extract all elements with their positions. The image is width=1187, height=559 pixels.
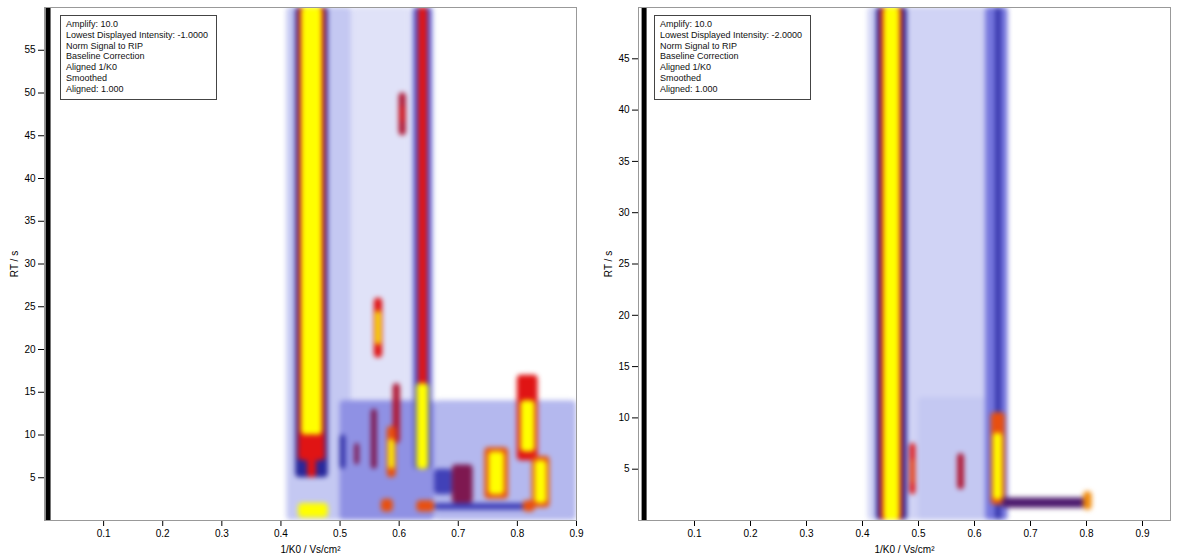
svg-text:0.1: 0.1 <box>97 528 111 539</box>
html-text:Amplify: 10.0 Lowest Displayed: Amplify: 10.0 Lowest Displayed Intensity… <box>66 19 209 94</box>
svg-text:0.1: 0.1 <box>688 528 702 539</box>
svg-text:1/K0 / Vs/cm²: 1/K0 / Vs/cm² <box>874 544 935 555</box>
svg-text:0.7: 0.7 <box>1024 528 1038 539</box>
html-text:Amplify: 10.0 Lowest Displayed: Amplify: 10.0 Lowest Displayed Intensity… <box>660 19 803 94</box>
svg-text:0.5: 0.5 <box>912 528 926 539</box>
svg-text:25: 25 <box>24 301 36 312</box>
svg-text:0.9: 0.9 <box>570 528 584 539</box>
svg-text:10: 10 <box>618 412 630 423</box>
svg-text:0.4: 0.4 <box>274 528 288 539</box>
svg-text:0.9: 0.9 <box>1136 528 1150 539</box>
svg-text:0.8: 0.8 <box>1080 528 1094 539</box>
svg-text:0.2: 0.2 <box>156 528 170 539</box>
svg-text:45: 45 <box>24 130 36 141</box>
svg-text:10: 10 <box>24 429 36 440</box>
svg-text:0.6: 0.6 <box>968 528 982 539</box>
svg-text:15: 15 <box>24 386 36 397</box>
svg-text:RT / s: RT / s <box>9 251 20 277</box>
svg-text:1/K0 / Vs/cm²: 1/K0 / Vs/cm² <box>280 544 341 555</box>
svg-text:55: 55 <box>24 44 36 55</box>
svg-text:0.8: 0.8 <box>510 528 524 539</box>
svg-text:40: 40 <box>24 173 36 184</box>
svg-text:0.3: 0.3 <box>215 528 229 539</box>
svg-text:40: 40 <box>618 104 630 115</box>
svg-text:30: 30 <box>618 207 630 218</box>
svg-text:5: 5 <box>30 472 36 483</box>
svg-text:0.6: 0.6 <box>392 528 406 539</box>
svg-text:15: 15 <box>618 361 630 372</box>
svg-text:0.5: 0.5 <box>333 528 347 539</box>
svg-text:35: 35 <box>24 215 36 226</box>
svg-text:RT / s: RT / s <box>603 251 614 277</box>
svg-text:0.7: 0.7 <box>451 528 465 539</box>
svg-text:20: 20 <box>24 344 36 355</box>
svg-text:35: 35 <box>618 156 630 167</box>
svg-text:0.3: 0.3 <box>800 528 814 539</box>
svg-text:25: 25 <box>618 258 630 269</box>
svg-text:0.4: 0.4 <box>856 528 870 539</box>
svg-text:50: 50 <box>24 87 36 98</box>
svg-text:5: 5 <box>624 463 630 474</box>
svg-text:30: 30 <box>24 258 36 269</box>
svg-text:45: 45 <box>618 53 630 64</box>
svg-text:0.2: 0.2 <box>744 528 758 539</box>
svg-text:20: 20 <box>618 310 630 321</box>
